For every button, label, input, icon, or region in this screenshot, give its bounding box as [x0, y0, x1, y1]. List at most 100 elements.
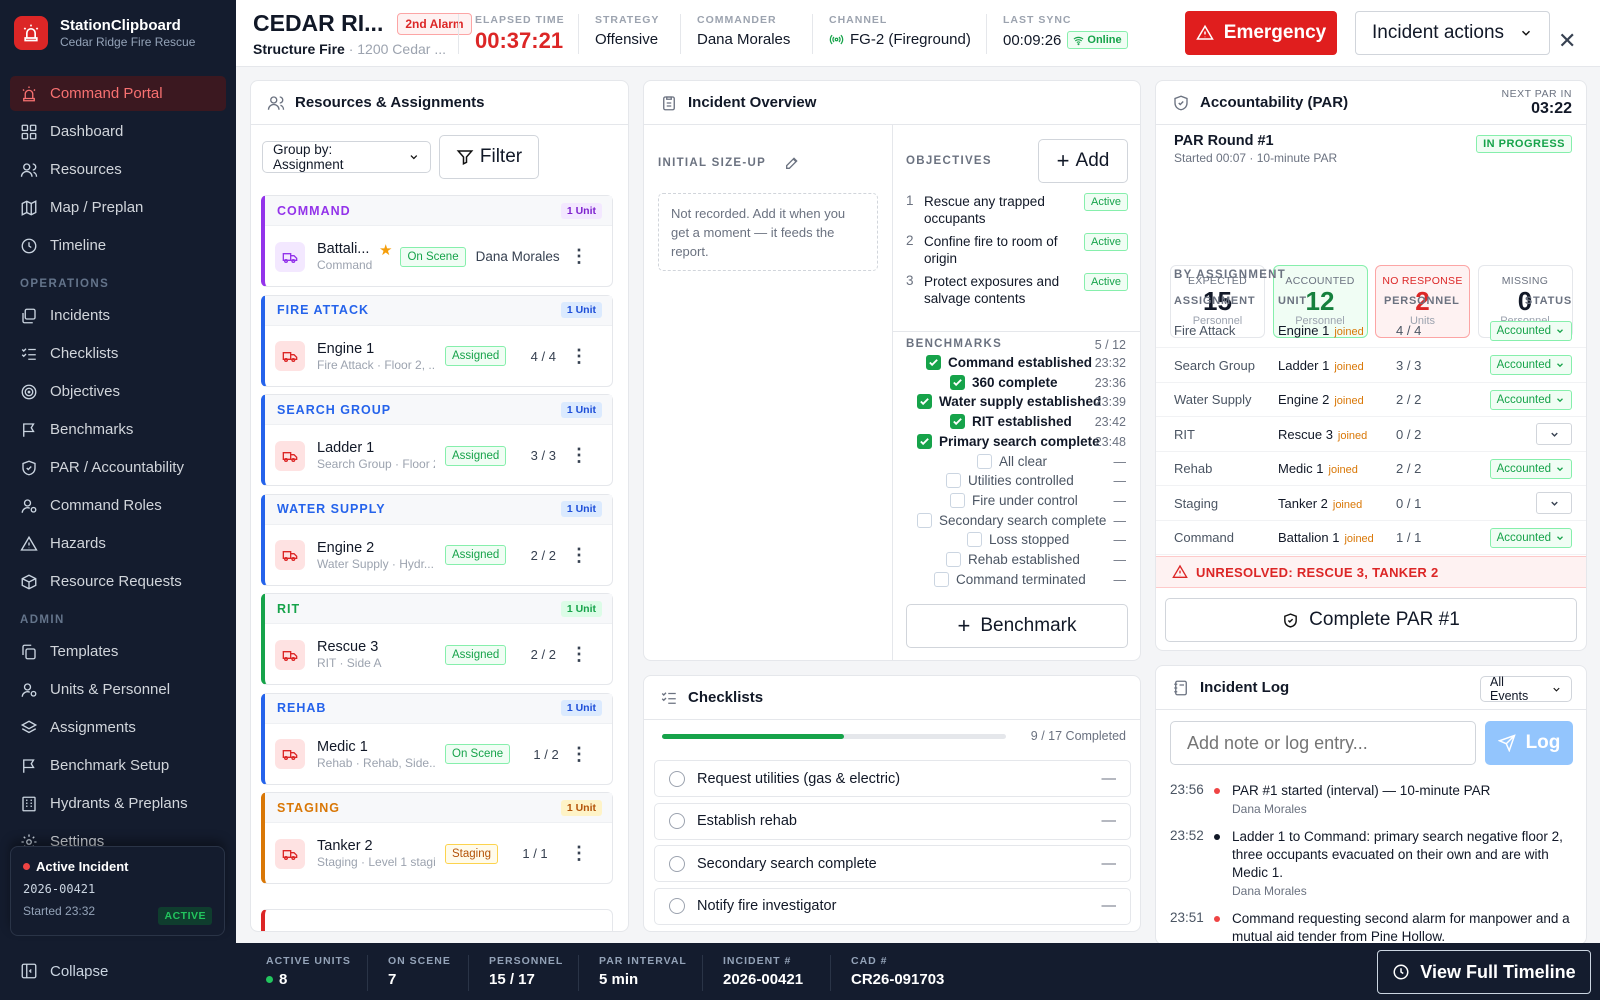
objective-item[interactable]: 1 Rescue any trapped occupants Active	[906, 193, 1128, 227]
sidebar-item-resource-requests[interactable]: Resource Requests	[10, 564, 226, 599]
unit-row[interactable]: Rescue 3 RIT · Side A Assigned 2 / 2 ⋮	[265, 624, 612, 685]
unit-row[interactable]: Ladder 1 Search Group · Floor 2 Assigned 3 …	[265, 425, 612, 486]
sidebar-item-units-personnel[interactable]: Units & Personnel	[10, 672, 226, 707]
more-options-icon[interactable]: ⋮	[570, 743, 588, 764]
checkbox-empty-icon[interactable]	[977, 453, 992, 469]
sidebar-item-benchmark-setup[interactable]: Benchmark Setup	[10, 748, 226, 783]
par-status-select[interactable]	[1536, 423, 1572, 445]
filter-button[interactable]: Filter	[439, 135, 539, 179]
add-benchmark-button[interactable]: + Benchmark	[906, 604, 1128, 648]
checkbox-empty-icon[interactable]	[934, 571, 949, 587]
footer-stat-label: CAD #	[851, 955, 888, 967]
more-options-icon[interactable]: ⋮	[570, 445, 588, 465]
operations-section-label: OPERATIONS	[20, 278, 110, 290]
sidebar-item-objectives[interactable]: Objectives	[10, 374, 226, 409]
benchmark-item[interactable]: 360 complete	[950, 374, 1058, 390]
sidebar-item-hydrants-preplans[interactable]: Hydrants & Preplans	[10, 786, 226, 821]
complete-par-button[interactable]: Complete PAR #1	[1165, 598, 1577, 642]
benchmark-item[interactable]: Rehab established	[946, 552, 1080, 567]
close-button[interactable]: ✕	[1558, 28, 1577, 53]
radio-empty-icon[interactable]	[669, 770, 685, 787]
checkbox-empty-icon[interactable]	[946, 473, 961, 489]
sidebar-item-resources[interactable]: Resources	[10, 152, 226, 187]
more-options-icon[interactable]: ⋮	[570, 644, 588, 664]
log-submit-button[interactable]: Log	[1485, 721, 1573, 765]
checklist-item[interactable]: Request utilities (gas & electric) —	[654, 760, 1131, 797]
sidebar-item-templates[interactable]: Templates	[10, 634, 226, 669]
unit-row[interactable]: Engine 1 Fire Attack · Floor 2, ... Assign…	[265, 326, 612, 387]
more-options-icon[interactable]: ⋮	[570, 246, 588, 266]
group-by-select[interactable]: Group by: Assignment	[262, 141, 431, 173]
benchmark-item[interactable]: Water supply established	[917, 394, 1101, 410]
add-objective-button[interactable]: + Add	[1038, 139, 1128, 183]
par-status-select[interactable]: Accounted	[1489, 527, 1572, 548]
sidebar-item-label: Map / Preplan	[50, 199, 144, 216]
sidebar-item-hazards[interactable]: Hazards	[10, 526, 226, 561]
sidebar-item-command-portal[interactable]: Command Portal	[10, 76, 226, 111]
checklist-item[interactable]: Notify fire investigator —	[654, 887, 1131, 925]
view-full-timeline-button[interactable]: View Full Timeline	[1377, 950, 1591, 994]
par-status-select[interactable]: Accounted	[1489, 355, 1572, 375]
unit-row[interactable]: Battali...Command · ... ★ On Scene Dana Mor…	[265, 226, 612, 287]
emergency-button[interactable]: Emergency	[1185, 11, 1337, 55]
unit-row[interactable]: Tanker 2 Staging · Level 1 stagi... Stagin…	[265, 823, 612, 884]
objective-item[interactable]: 3 Protect exposures and salvage contents A…	[906, 273, 1128, 307]
par-status-select[interactable]	[1536, 492, 1572, 514]
footer-stat-label: PAR INTERVAL	[599, 955, 687, 967]
more-options-icon[interactable]: ⋮	[570, 345, 588, 366]
benchmark-item[interactable]: Command terminated	[934, 571, 1086, 587]
checkbox-empty-icon[interactable]	[946, 552, 961, 567]
benchmark-item[interactable]: All clear	[977, 453, 1047, 469]
chevron-down-icon	[1550, 432, 1558, 437]
group-unit-count: 1 Unit	[560, 302, 602, 318]
sidebar-item-assignments[interactable]: Assignments	[10, 710, 226, 745]
counter-value: 2	[1415, 286, 1430, 316]
collapse-button[interactable]: Collapse	[20, 962, 108, 980]
checklist-item[interactable]: Secondary search complete —	[654, 845, 1131, 882]
benchmark-item[interactable]: Fire under control	[950, 492, 1078, 508]
sidebar-item-dashboard[interactable]: Dashboard	[10, 114, 226, 149]
benchmark-item[interactable]: Utilities controlled	[946, 473, 1074, 489]
sidebar-item-benchmarks[interactable]: Benchmarks	[10, 412, 226, 447]
checkbox-checked-icon[interactable]	[917, 433, 932, 449]
log-entry-input[interactable]	[1170, 721, 1476, 765]
incident-actions-dropdown[interactable]: Incident actions	[1355, 11, 1550, 55]
benchmark-item[interactable]: Secondary search complete	[917, 512, 1106, 528]
par-status-select[interactable]: Accounted	[1489, 458, 1572, 479]
benchmark-item[interactable]: Loss stopped	[967, 532, 1069, 548]
objective-item[interactable]: 2 Confine fire to room of origin Active	[906, 233, 1128, 267]
more-options-icon[interactable]: ⋮	[570, 544, 588, 565]
checkbox-checked-icon[interactable]	[950, 374, 965, 390]
par-status-select[interactable]: Accounted	[1489, 320, 1572, 341]
benchmark-time: 23:48	[1094, 434, 1126, 449]
unit-row[interactable]: Medic 1 Rehab · Rehab, Side... On Scene 1 /…	[265, 724, 612, 785]
checkbox-checked-icon[interactable]	[950, 414, 965, 430]
benchmark-item[interactable]: Command established	[926, 355, 1092, 370]
sidebar-item-timeline[interactable]: Timeline	[10, 228, 226, 263]
sidebar-item-incidents[interactable]: Incidents	[10, 298, 226, 333]
benchmark-item[interactable]: RIT established	[950, 414, 1072, 430]
sidebar-item-par-accountability[interactable]: PAR / Accountability	[10, 450, 226, 485]
shield-check-icon	[1284, 612, 1298, 628]
checkbox-empty-icon[interactable]	[967, 532, 982, 548]
radio-empty-icon[interactable]	[669, 855, 685, 872]
checkbox-empty-icon[interactable]	[950, 492, 965, 508]
sidebar-item-map-preplan[interactable]: Map / Preplan	[10, 190, 226, 225]
more-options-icon[interactable]: ⋮	[570, 843, 588, 863]
checkbox-empty-icon[interactable]	[917, 512, 932, 528]
checkbox-checked-icon[interactable]	[926, 355, 941, 370]
sidebar-item-command-roles[interactable]: Command Roles	[10, 488, 226, 523]
checklist-item[interactable]: Establish rehab —	[654, 802, 1131, 840]
edit-pencil-icon[interactable]	[784, 155, 800, 171]
radio-empty-icon[interactable]	[669, 813, 685, 829]
unit-row[interactable]: Engine 2 Water Supply · Hydr... Assigned 2 …	[265, 525, 612, 586]
radio-empty-icon[interactable]	[669, 898, 685, 914]
par-status-select[interactable]: Accounted	[1489, 389, 1572, 410]
active-incident-card[interactable]: Active Incident 2026-00421 Started 23:32…	[10, 846, 225, 936]
checkbox-checked-icon[interactable]	[917, 394, 932, 410]
sidebar-item-checklists[interactable]: Checklists	[10, 336, 226, 371]
log-filter-select[interactable]: All Events	[1480, 675, 1572, 703]
footer-stat-value: CR26-091703	[851, 971, 945, 988]
benchmark-item[interactable]: Primary search complete	[917, 433, 1100, 449]
benchmarks-count: 5 / 12	[1094, 338, 1126, 352]
